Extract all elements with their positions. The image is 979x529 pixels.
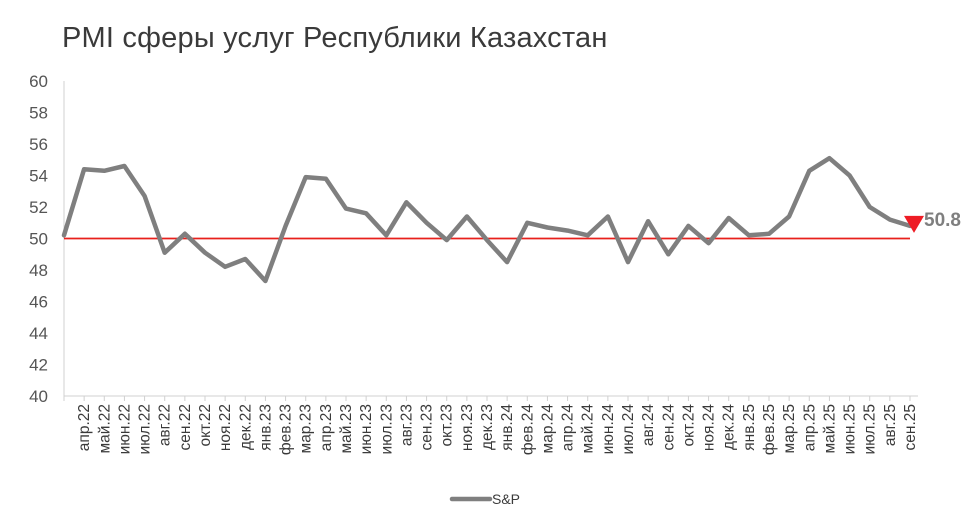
x-tick-label: май.24 [580,404,597,454]
x-tick-label: окт.22 [197,404,214,447]
y-tick-label: 48 [29,261,48,280]
x-tick-label: май.23 [338,404,355,453]
x-tick-label: янв.24 [499,404,516,451]
y-tick-label: 60 [29,72,48,91]
y-tick-label: 54 [29,167,48,186]
x-tick-label: авг.25 [882,404,899,446]
x-tick-label: июл.22 [137,404,154,455]
series-line-sp [61,155,913,284]
x-tick-label: июн.24 [600,404,617,455]
x-tick-label: май.22 [96,404,113,453]
x-tick-label: мар.24 [539,404,556,454]
x-tick-label: дек.24 [721,404,738,450]
x-tick-label: июл.25 [862,404,879,455]
x-tick-label: июн.23 [358,404,375,454]
chart-title: PMI сферы услуг Республики Казахстан [62,22,608,54]
x-tick-label: июн.22 [116,404,133,454]
x-tick-label: июл.24 [620,404,637,455]
last-value-label: 50.8 [924,210,961,231]
x-tick-label: сен.24 [660,404,677,451]
x-tick-label: июн.25 [842,404,859,454]
x-tick-label: сен.22 [177,404,194,450]
y-tick-label: 46 [29,293,48,312]
y-tick-label: 42 [29,356,48,375]
x-tick-label: апр.23 [318,404,335,451]
x-tick-label: июл.23 [378,404,395,455]
x-tick-label: апр.24 [560,404,577,452]
x-tick-label: авг.22 [157,404,174,446]
x-tick-label: апр.22 [76,404,93,451]
x-tick-label: сен.23 [419,404,436,450]
x-tick-label: авг.23 [398,404,415,446]
y-tick-label: 56 [29,135,48,154]
x-tick-label: окт.24 [680,404,697,447]
x-tick-label: фев.25 [761,404,778,455]
x-tick-label: ноя.24 [701,404,718,452]
last-point-marker [904,215,924,233]
x-tick-label: фев.23 [278,404,295,455]
x-tick-label: мар.23 [298,404,315,453]
x-tick-label: ноя.22 [217,404,234,451]
x-tick-label: окт.23 [439,404,456,447]
y-tick-label: 58 [29,104,48,123]
x-tick-label: авг.24 [640,404,657,447]
x-tick-label: янв.25 [741,404,758,451]
x-tick-label: апр.25 [801,404,818,451]
y-tick-label: 50 [29,230,48,249]
y-tick-label: 52 [29,198,48,217]
y-tick-label: 40 [29,387,48,406]
x-tick-label: фев.24 [519,404,536,456]
y-tick-label: 44 [29,324,48,343]
x-tick-label: дек.22 [237,404,254,450]
x-tick-label: ноя.23 [459,404,476,451]
legend-label-sp: S&P [492,491,520,507]
x-tick-label: янв.23 [257,404,274,451]
x-tick-label: сен.25 [902,404,919,450]
x-tick-label: май.25 [821,404,838,453]
x-tick-label: дек.23 [479,404,496,450]
x-tick-label: мар.25 [781,404,798,453]
